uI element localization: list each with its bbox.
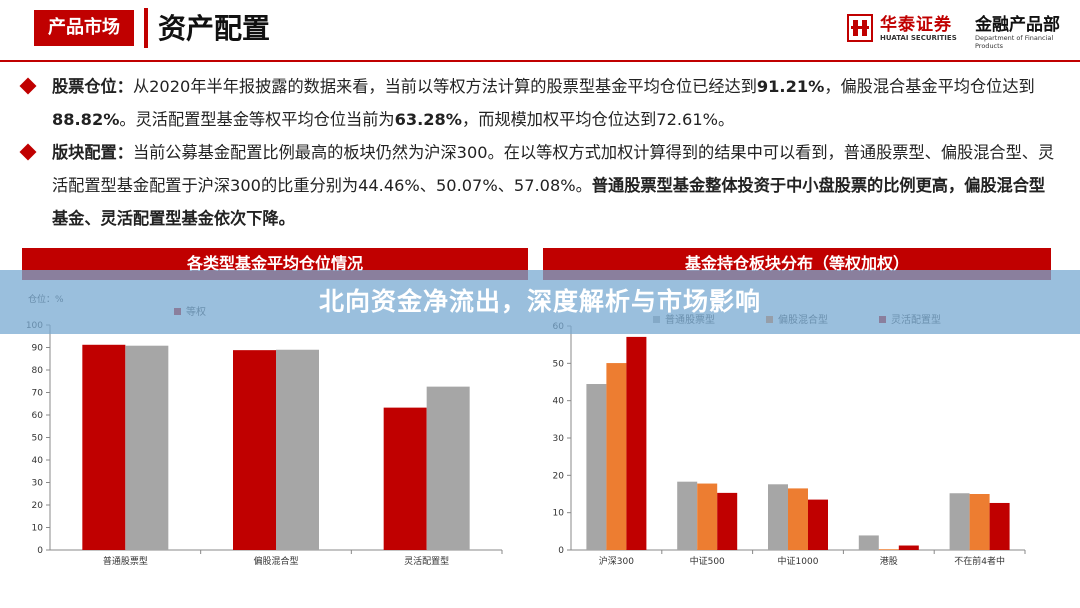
headline-banner: 北向资金净流出，深度解析与市场影响 — [0, 270, 1080, 334]
bar — [677, 481, 698, 550]
bar — [768, 484, 788, 550]
bar — [969, 494, 990, 550]
y-tick-label: 60 — [32, 411, 44, 421]
bullet-text: ，而规模加权平均仓位达到72.61%。 — [462, 110, 735, 129]
x-tick-label: 偏股混合型 — [253, 555, 298, 567]
bullet-text: 63.28% — [394, 110, 463, 129]
bar — [383, 407, 427, 550]
y-tick-label: 50 — [32, 434, 44, 444]
bullet-item: 股票仓位：从2020年半年报披露的数据来看，当前以等权方法计算的股票型基金平均仓… — [19, 70, 1060, 136]
position-bar-chart: 仓位：%等权0102030405060708090100普通股票型偏股混合型灵活… — [26, 293, 503, 567]
x-tick-label: 普通股票型 — [103, 555, 148, 567]
section-tag: 产品市场 — [34, 10, 134, 46]
y-tick-label: 10 — [553, 509, 565, 519]
bullet-item: 版块配置：当前公募基金配置比例最高的板块仍然为沪深300。在以等权方式加权计算得… — [19, 136, 1060, 235]
huatai-logo-icon — [847, 14, 873, 42]
brand-name-en: HUATAI SECURITIES — [880, 34, 957, 42]
y-tick-label: 80 — [32, 366, 44, 376]
y-tick-label: 30 — [32, 479, 44, 489]
bar — [233, 350, 276, 550]
diamond-bullet-icon — [19, 143, 37, 161]
y-tick-label: 90 — [32, 344, 44, 354]
bullet-text: 当前公募基金配置比例最高的板块仍然为沪深300。在以等权方式加权计算得到的结果中… — [52, 143, 1055, 195]
y-tick-label: 40 — [32, 456, 44, 466]
bullet-text: 。灵活配置型基金等权平均仓位当前为 — [119, 110, 395, 129]
x-tick-label: 沪深300 — [599, 555, 634, 567]
bullet-list: 股票仓位：从2020年半年报披露的数据来看，当前以等权方法计算的股票型基金平均仓… — [19, 70, 1060, 235]
brand-name: 华泰证券 — [880, 15, 952, 35]
bullet-text: 88.82% — [52, 110, 120, 129]
bullet-title: 版块配置： — [52, 143, 133, 162]
bar — [125, 345, 169, 550]
bar — [898, 545, 919, 550]
y-tick-label: 20 — [32, 501, 44, 511]
y-tick-label: 50 — [553, 359, 565, 369]
bar — [989, 502, 1010, 550]
header-rule — [0, 60, 1080, 62]
bar — [606, 363, 627, 550]
bar — [858, 535, 879, 550]
bar — [586, 384, 607, 550]
x-tick-label: 不在前4者中 — [954, 555, 1005, 567]
bar — [426, 386, 470, 550]
page-header: 产品市场 资产配置 华泰证券 HUATAI SECURITIES 金融产品部 D… — [0, 0, 1080, 62]
bullet-text: 91.21% — [756, 77, 825, 96]
y-tick-label: 10 — [32, 524, 44, 534]
title-divider — [144, 8, 148, 48]
bar — [788, 488, 808, 550]
x-tick-label: 中证1000 — [778, 555, 819, 567]
x-tick-label: 中证500 — [690, 555, 725, 567]
y-tick-label: 30 — [553, 434, 565, 444]
bar — [82, 344, 126, 550]
bar — [808, 499, 828, 550]
bullet-text: 从2020年半年报披露的数据来看，当前以等权方法计算的股票型基金平均仓位已经达到 — [132, 77, 757, 96]
bar — [276, 349, 319, 550]
bar — [717, 492, 738, 550]
page-title: 资产配置 — [158, 12, 271, 45]
bullet-text: 普通股票型基金整体投资于中小盘股票的比例更高，偏股混合型基金、灵活配置型基金依次… — [52, 176, 1046, 228]
y-tick-label: 0 — [558, 546, 564, 556]
x-tick-label: 港股 — [880, 555, 898, 567]
department-name: 金融产品部 — [975, 15, 1060, 35]
bullet-text: ，偏股混合基金平均仓位达到 — [824, 77, 1035, 96]
x-tick-label: 灵活配置型 — [404, 555, 449, 567]
diamond-bullet-icon — [19, 77, 37, 95]
y-tick-label: 40 — [553, 397, 565, 407]
bar — [626, 336, 647, 550]
department-name-en: Department of Financial Products — [975, 34, 1054, 50]
y-tick-label: 70 — [32, 389, 44, 399]
bar — [878, 549, 899, 550]
y-tick-label: 20 — [553, 471, 565, 481]
bar — [697, 483, 718, 550]
y-tick-label: 0 — [37, 546, 43, 556]
bar — [949, 493, 970, 550]
bullet-title: 股票仓位： — [52, 77, 133, 96]
